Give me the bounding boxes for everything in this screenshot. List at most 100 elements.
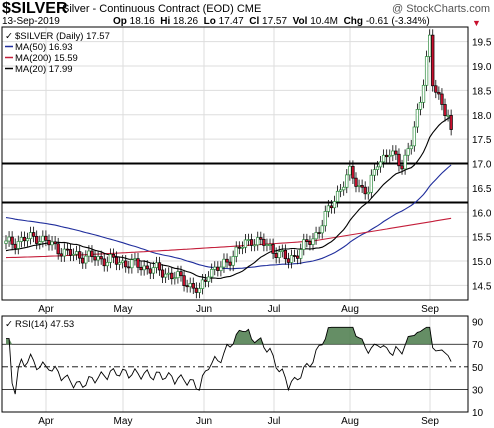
rsi-legend: ✓ RSI(14) 47.53 xyxy=(5,319,74,330)
candle-body xyxy=(437,91,441,95)
candle-body xyxy=(357,185,361,187)
candle-body xyxy=(19,237,23,242)
candle-body xyxy=(381,154,386,163)
candle-body xyxy=(4,240,8,244)
chart-description: Silver - Continuous Contract (EOD) CME xyxy=(62,3,261,15)
change-label: Chg xyxy=(343,16,364,27)
price-candles xyxy=(4,29,453,299)
rsi-line xyxy=(6,326,452,395)
candle-body xyxy=(28,232,33,239)
candle-body xyxy=(25,238,30,242)
x-tick-label: May xyxy=(114,304,133,315)
y-tick-label: 19.0 xyxy=(472,62,492,73)
candle-body xyxy=(231,256,235,266)
x-tick-label: Jun xyxy=(196,304,212,315)
y-tick-label: 16.5 xyxy=(472,184,492,195)
candle-body xyxy=(185,285,189,288)
candle-body xyxy=(31,232,36,237)
x-tick-label: Sep xyxy=(421,416,439,427)
high-value: 18.26 xyxy=(173,16,199,27)
y-tick-label: 14.5 xyxy=(472,281,492,292)
candle-body xyxy=(176,271,180,279)
candle-body xyxy=(388,154,392,158)
candle-body xyxy=(305,239,309,242)
candle-body xyxy=(145,265,149,270)
candle-body xyxy=(342,186,346,191)
y-tick-label: 70 xyxy=(472,340,484,351)
close-label: Cl xyxy=(249,16,260,27)
candle-body xyxy=(78,251,82,259)
candle-body xyxy=(170,272,174,280)
candle-body xyxy=(136,258,140,268)
candle-body xyxy=(348,165,352,176)
candle-body xyxy=(84,255,88,264)
low-label: Lo xyxy=(203,16,216,27)
candle-body xyxy=(385,154,389,158)
candle-body xyxy=(237,246,241,249)
rsi-axis: 90 70 50 30 10 xyxy=(472,318,484,419)
candle-body xyxy=(259,237,263,240)
candle-body xyxy=(449,115,453,130)
candle-body xyxy=(234,246,238,257)
candle-body xyxy=(249,239,254,246)
candle-body xyxy=(280,249,284,252)
candle-body xyxy=(428,34,432,57)
x-tick-label: Apr xyxy=(38,416,54,427)
ohlc-readout: Op 18.16 Hi 18.26 Lo 17.47 Cl 17.57 Vol … xyxy=(113,16,430,27)
candle-body xyxy=(409,145,413,150)
candle-body xyxy=(311,238,315,245)
candle-body xyxy=(142,265,146,271)
watermark: @ StockCharts.com xyxy=(392,3,490,15)
candle-body xyxy=(74,251,79,255)
close-value: 17.57 xyxy=(262,16,288,27)
x-tick-label: Jun xyxy=(196,416,212,427)
candle-body xyxy=(160,269,165,278)
candle-body xyxy=(440,93,444,105)
y-tick-label: 10 xyxy=(472,408,484,419)
candle-body xyxy=(210,269,214,278)
candle-body xyxy=(354,177,358,187)
low-value: 17.47 xyxy=(218,16,244,27)
candle-body xyxy=(277,251,281,258)
candle-body xyxy=(44,235,48,241)
x-tick-label: Jul xyxy=(268,304,281,315)
candle-body xyxy=(369,174,373,193)
chart-date: 13-Sep-2019 xyxy=(2,16,60,27)
candle-body xyxy=(222,258,226,268)
candle-body xyxy=(47,239,51,246)
candle-body xyxy=(96,256,100,261)
candle-body xyxy=(243,239,248,248)
candle-body xyxy=(71,253,76,256)
rsi-overbought-fill xyxy=(6,327,452,345)
candle-body xyxy=(296,255,300,259)
y-tick-label: 18.0 xyxy=(472,111,492,122)
candle-body xyxy=(197,288,202,293)
exchange-text: CME xyxy=(236,3,262,15)
open-label: Op xyxy=(113,16,127,27)
main-panel-frame xyxy=(1,26,469,301)
description-text: Silver - Continuous Contract (EOD) xyxy=(62,3,234,15)
y-tick-label: 15.5 xyxy=(472,233,492,244)
candle-body xyxy=(102,258,106,267)
candle-body xyxy=(403,154,407,170)
x-tick-label: Aug xyxy=(341,304,359,315)
candle-body xyxy=(53,241,57,245)
change-value: -0.61 (-3.34%) xyxy=(365,16,430,27)
candle-body xyxy=(289,255,294,263)
candle-body xyxy=(22,237,27,242)
candle-body xyxy=(213,266,217,270)
candle-body xyxy=(299,249,303,259)
candle-body xyxy=(375,166,380,170)
candle-body xyxy=(421,84,426,103)
candle-body xyxy=(173,277,177,280)
candle-body xyxy=(253,244,257,247)
candle-body xyxy=(360,185,364,188)
candle-body xyxy=(148,268,152,274)
candle-body xyxy=(323,211,327,227)
candle-body xyxy=(286,258,291,263)
candle-body xyxy=(167,272,171,275)
candle-body xyxy=(431,34,435,87)
candle-body xyxy=(412,126,416,147)
candle-body xyxy=(363,186,367,195)
ma20-line xyxy=(5,116,452,279)
